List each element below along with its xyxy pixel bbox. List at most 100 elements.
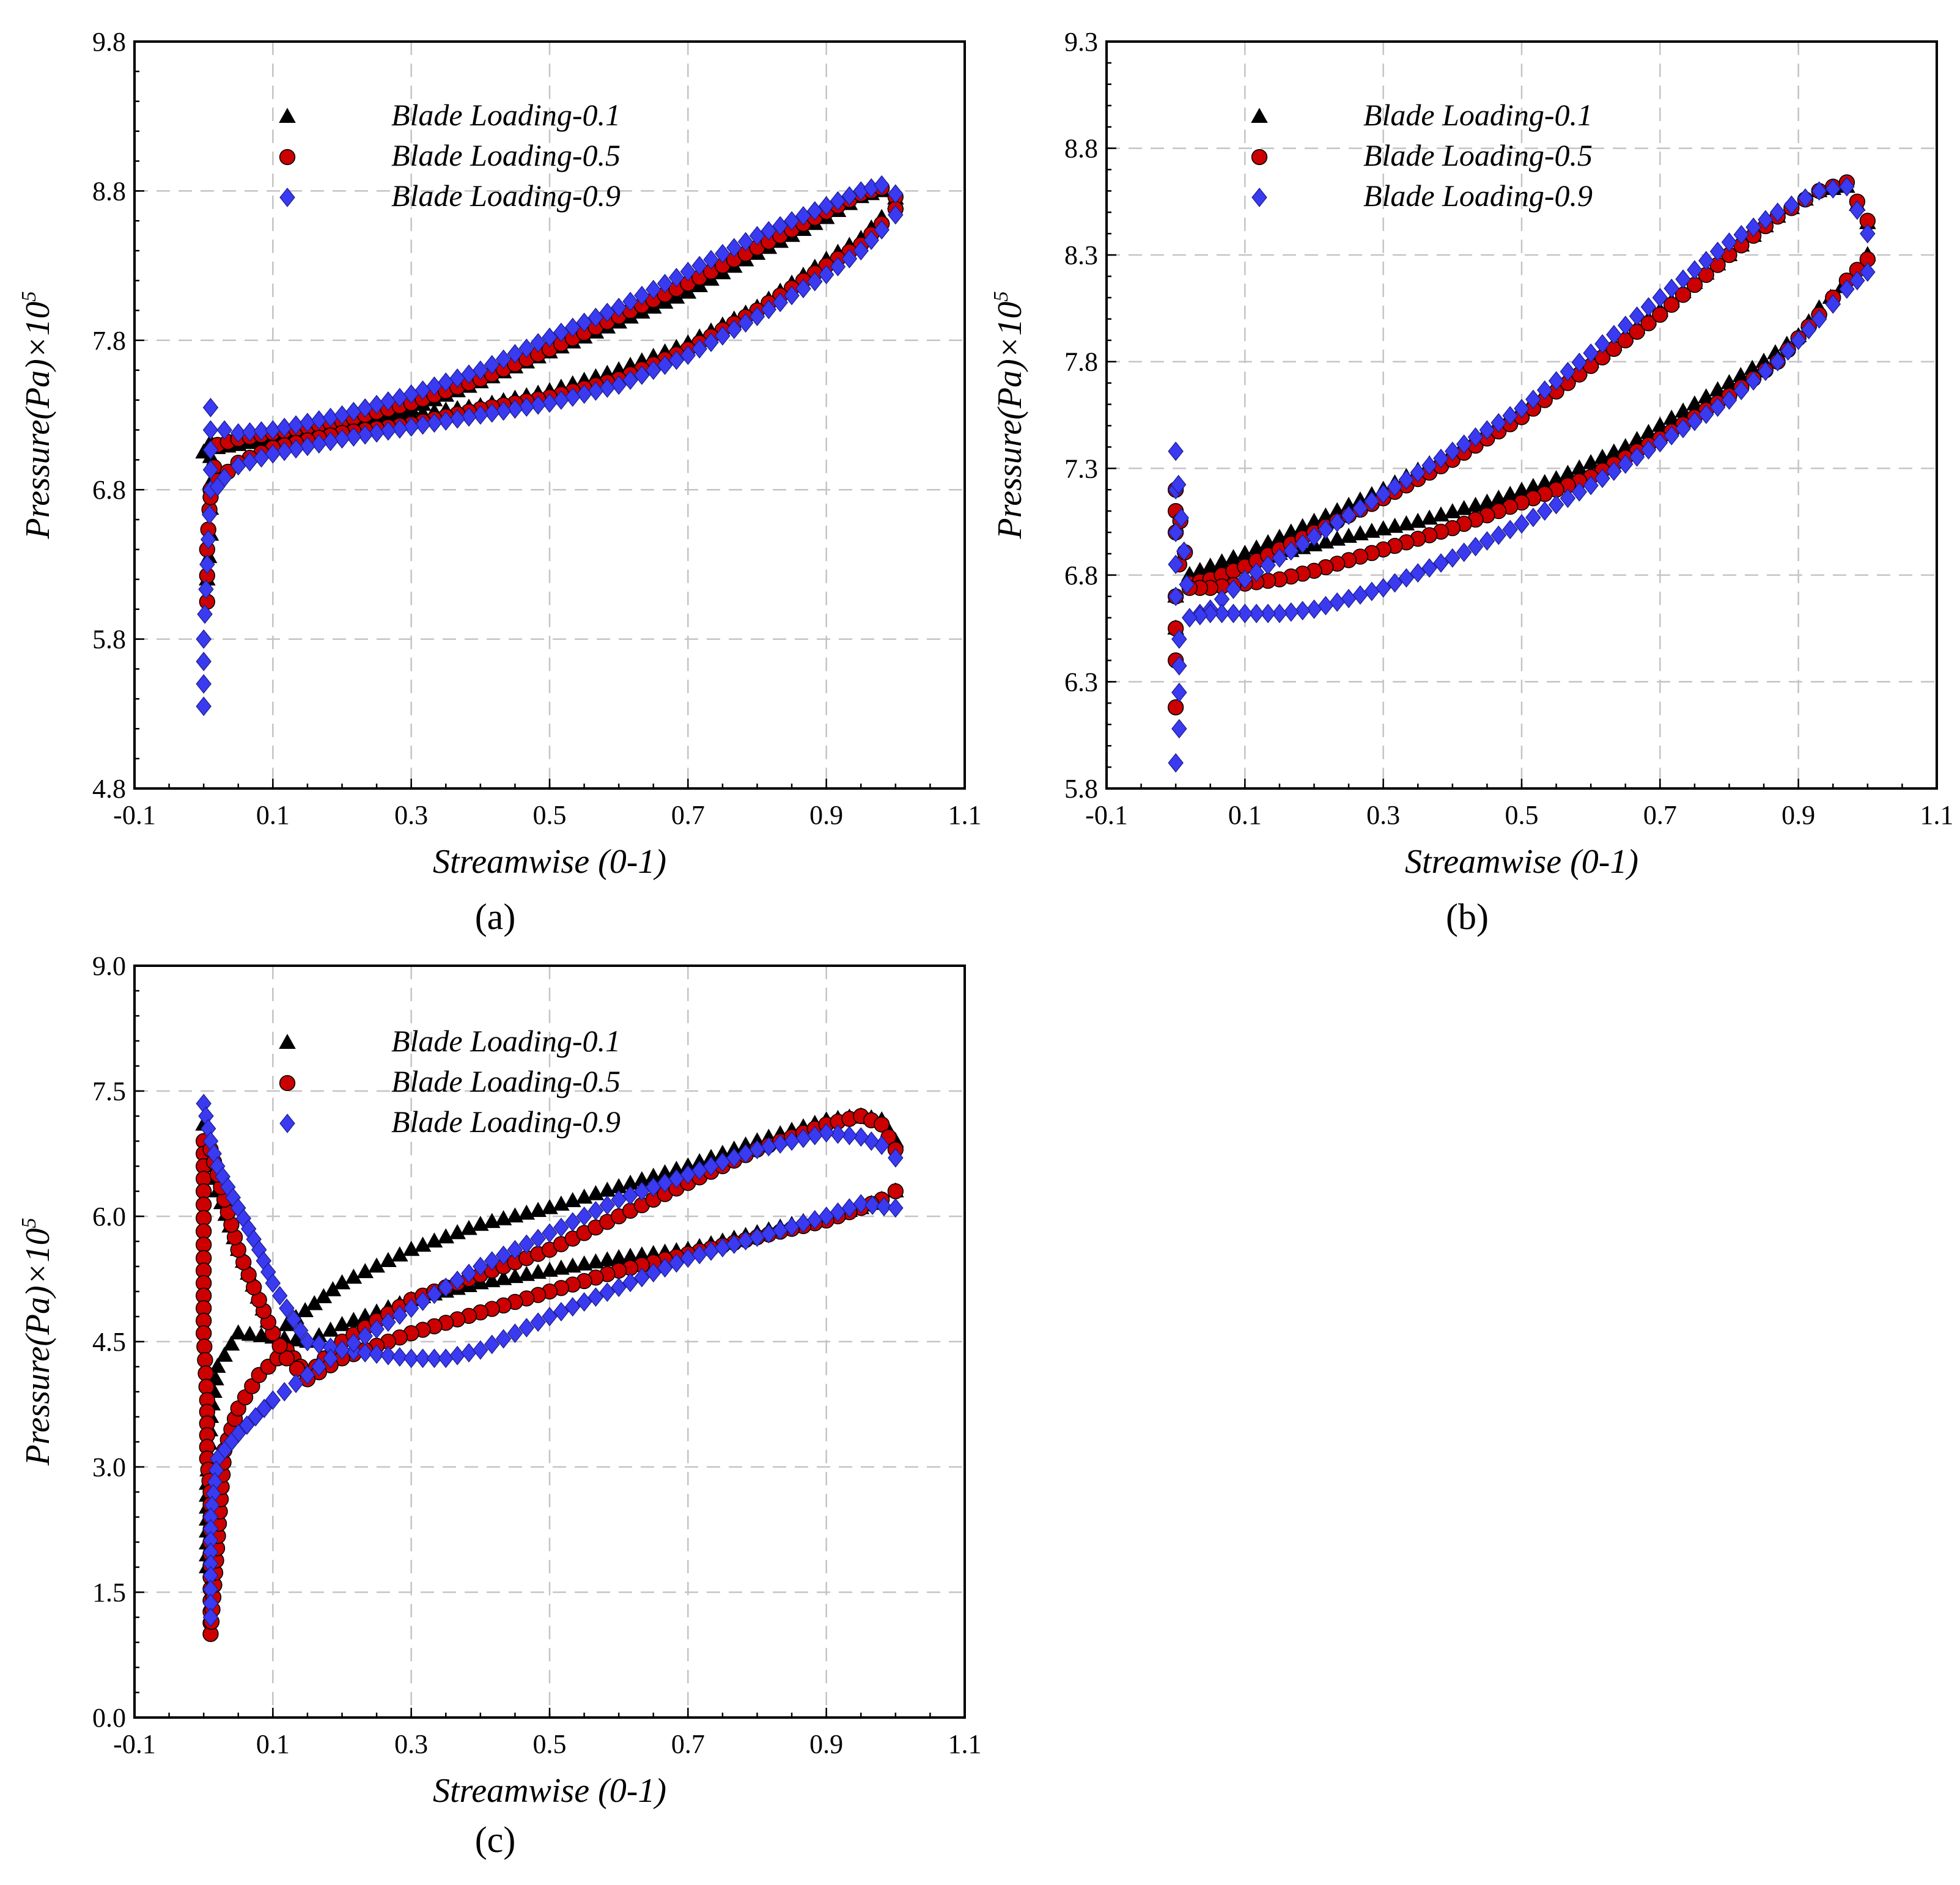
data-point <box>541 1262 558 1277</box>
data-point <box>1317 533 1335 549</box>
y-tick-label: 5.8 <box>1064 774 1098 804</box>
data-point <box>1182 608 1198 628</box>
plot-frame <box>1105 40 1938 790</box>
data-point <box>1432 506 1450 522</box>
data-point <box>265 1390 281 1410</box>
data-point <box>1675 269 1691 289</box>
data-point <box>1203 603 1218 623</box>
data-point <box>278 1350 295 1367</box>
legend-marker <box>279 188 295 207</box>
data-point <box>841 186 858 206</box>
data-point <box>253 448 270 468</box>
data-point <box>202 440 219 460</box>
data-point <box>518 1318 535 1338</box>
data-point <box>300 1332 315 1351</box>
data-point <box>1811 309 1827 329</box>
data-point <box>1352 585 1368 605</box>
data-point <box>1421 509 1438 525</box>
chart-a: -0.1 0.1 0.3 0.5 0.7 0.9 1.1 4.8 5.8 6.8 7.8 8.8 9.8… <box>18 27 982 937</box>
y-axis-exponent: 5 <box>18 291 40 301</box>
y-tick-label: 7.3 <box>1064 454 1098 483</box>
data-point <box>575 1255 593 1271</box>
data-point <box>1283 602 1299 622</box>
data-point <box>1780 341 1796 361</box>
data-point <box>646 360 661 380</box>
data-point <box>818 265 834 285</box>
data-point <box>334 1340 350 1360</box>
data-point <box>461 407 477 427</box>
data-point <box>369 1319 385 1339</box>
data-point <box>1260 555 1276 575</box>
x-axis-title: Streamwise (0-1) <box>433 1772 666 1810</box>
y-tick-label: 6.8 <box>1064 560 1098 590</box>
data-point <box>202 460 219 480</box>
data-point <box>322 432 339 452</box>
data-point <box>588 381 604 401</box>
data-point <box>888 184 904 204</box>
data-point <box>841 249 858 269</box>
data-point <box>1433 449 1449 468</box>
data-point <box>1363 523 1380 538</box>
data-point <box>380 1252 397 1267</box>
data-point <box>634 365 650 385</box>
data-point <box>761 221 777 241</box>
data-point <box>668 1169 685 1189</box>
data-point <box>530 1312 546 1332</box>
data-point <box>1237 603 1253 623</box>
y-tick-label: 1.5 <box>92 1578 126 1608</box>
data-point <box>1687 411 1703 432</box>
data-point <box>300 1365 315 1385</box>
data-point <box>265 1273 281 1293</box>
data-point <box>414 1236 432 1252</box>
data-point <box>1421 455 1437 476</box>
data-point <box>1652 288 1668 307</box>
data-point <box>634 1268 650 1288</box>
data-point <box>1237 569 1253 589</box>
data-point <box>737 232 754 252</box>
data-point <box>737 1144 754 1164</box>
data-point <box>1514 514 1530 534</box>
data-point <box>1675 419 1691 439</box>
data-point <box>1594 334 1610 354</box>
y-axis-exponent: 5 <box>18 1218 40 1228</box>
data-point <box>414 1348 431 1369</box>
data-point <box>449 409 465 429</box>
data-point <box>1811 181 1827 201</box>
data-point <box>1467 427 1484 447</box>
data-point <box>853 241 869 261</box>
legend-marker <box>279 1114 295 1133</box>
data-point <box>588 307 604 328</box>
data-point <box>646 1177 661 1197</box>
data-point <box>657 1258 673 1278</box>
data-point <box>1490 525 1507 545</box>
data-point <box>438 1277 454 1298</box>
data-point <box>749 1139 765 1159</box>
y-tick-label: 7.8 <box>1064 347 1098 377</box>
data-point <box>1352 498 1368 518</box>
data-point <box>703 249 719 270</box>
y-tick-label: 5.8 <box>92 625 126 655</box>
x-tick-label: 0.9 <box>1781 800 1815 830</box>
data-point <box>196 1196 212 1213</box>
data-point <box>1618 454 1634 474</box>
data-point <box>426 1348 443 1369</box>
data-point <box>830 1124 846 1144</box>
data-point <box>542 393 558 413</box>
data-point <box>201 505 218 524</box>
data-point <box>196 1339 213 1355</box>
data-point <box>553 1259 570 1275</box>
data-point <box>1387 573 1403 593</box>
data-point <box>576 1207 592 1226</box>
data-point <box>1364 491 1380 511</box>
data-point <box>807 1125 823 1145</box>
data-point <box>1594 468 1610 488</box>
data-point <box>241 452 258 472</box>
data-point <box>200 529 216 549</box>
data-point <box>553 322 569 342</box>
data-point <box>1571 482 1588 502</box>
data-point <box>807 201 823 221</box>
data-point <box>1168 586 1184 606</box>
data-point <box>1306 527 1322 546</box>
data-point <box>202 397 219 417</box>
data-point <box>196 1236 212 1253</box>
